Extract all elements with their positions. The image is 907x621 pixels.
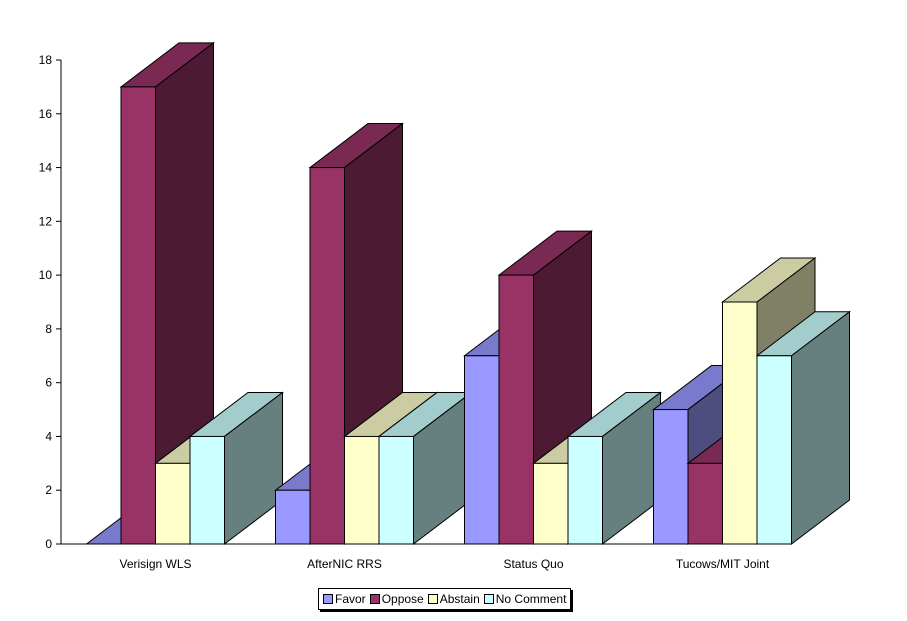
bar: [377, 391, 473, 546]
bar-front-face: [722, 301, 758, 545]
legend-label: Abstain: [439, 592, 480, 606]
bar-front-face: [189, 435, 225, 545]
legend-label: No Comment: [495, 592, 567, 606]
legend-label: Oppose: [381, 592, 424, 606]
legend-swatch: [369, 594, 380, 604]
bar-front-face: [498, 274, 534, 545]
y-tick-label: 16: [39, 107, 53, 121]
y-tick-label: 12: [39, 214, 53, 228]
bar-front-face: [567, 435, 603, 545]
bar-front-face: [309, 167, 345, 545]
legend-swatch: [427, 594, 438, 604]
y-tick-label: 2: [45, 483, 52, 497]
legend-item: No Comment: [483, 592, 567, 606]
bar: [755, 310, 851, 546]
bar: [566, 391, 662, 546]
category-label: Verisign WLS: [119, 557, 191, 571]
legend-swatch: [483, 594, 494, 604]
category-label: Tucows/MIT Joint: [676, 557, 770, 571]
bar-front-face: [155, 462, 191, 545]
y-tick-label: 14: [39, 161, 53, 175]
legend-swatch: [323, 594, 333, 604]
legend-item: Oppose: [369, 592, 424, 606]
legend-item: Favor: [323, 592, 366, 606]
bar-front-face: [653, 409, 689, 545]
category-label: Status Quo: [503, 557, 563, 571]
bar: [188, 391, 284, 546]
legend-label: Favor: [335, 592, 366, 606]
bar-front-face: [533, 462, 569, 545]
bar-front-face: [378, 435, 414, 545]
y-tick-label: 8: [45, 322, 52, 336]
chart-legend: Favor Oppose Abstain No Comment: [318, 588, 572, 610]
y-tick-label: 4: [45, 429, 52, 443]
y-tick-label: 0: [45, 537, 52, 551]
bar-front-face: [687, 462, 723, 545]
bar-front-face: [756, 355, 792, 545]
bar-front-face: [344, 435, 380, 545]
y-tick-label: 18: [39, 53, 53, 67]
bar-front-face: [464, 355, 500, 545]
category-label: AfterNIC RRS: [307, 557, 382, 571]
y-tick-label: 6: [45, 376, 52, 390]
bar-front-face: [120, 86, 156, 545]
y-tick-label: 10: [39, 268, 53, 282]
legend-item: Abstain: [427, 592, 480, 606]
bar-front-face: [275, 489, 311, 545]
